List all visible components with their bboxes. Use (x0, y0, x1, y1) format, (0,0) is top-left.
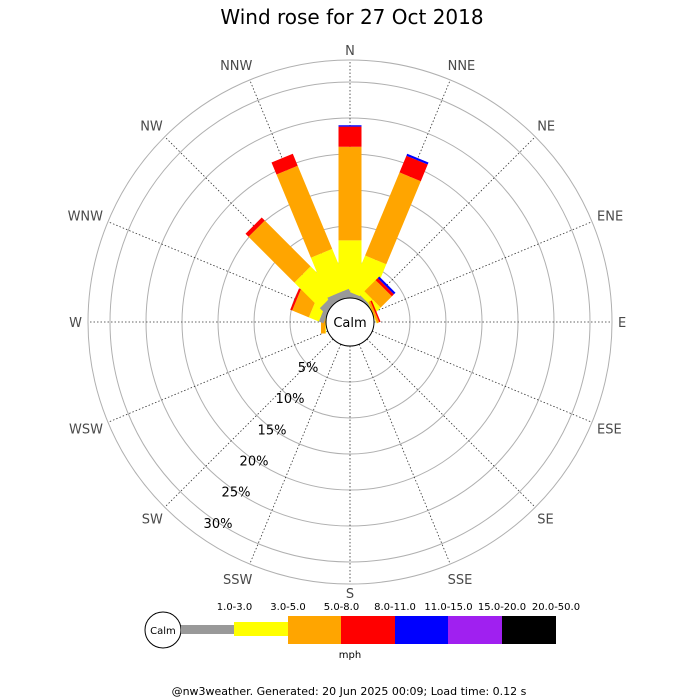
legend-swatch-20.0-50.0 (502, 616, 556, 644)
wind-bars (245, 125, 429, 334)
direction-label-se: SE (537, 513, 553, 528)
spoke-sse (358, 344, 451, 565)
direction-label-wsw: WSW (69, 422, 103, 437)
spoke-se (366, 338, 536, 508)
bar-ne-8.0-11.0 (375, 278, 394, 297)
legend-swatch-15.0-20.0 (448, 616, 502, 644)
spoke-wnw (107, 221, 328, 314)
direction-labels: N NNE NE ENE E ESE SE SSE S SSW SW WSW W WNW NW NNW (68, 44, 627, 602)
bar-wnw-8.0-11.0 (290, 288, 301, 311)
bar-n-5.0-8.0 (338, 146, 362, 241)
ring-label-5: 5% (298, 361, 319, 376)
spoke-sw (164, 338, 334, 508)
spoke-ene (372, 221, 593, 314)
calm-circle-group: Calm (325, 297, 375, 347)
bar-ene-5.0-8.0 (368, 301, 380, 324)
bar-nne-8.0-11.0 (399, 155, 428, 182)
legend-swatch-1.0-3.0 (181, 625, 234, 634)
bar-n-8.0-11.0 (338, 126, 362, 147)
bar-ene-8.0-11.0 (370, 300, 381, 323)
bar-nne-3.0-5.0 (349, 255, 387, 301)
bar-n-11.0-15.0 (338, 125, 362, 127)
direction-label-sw: SW (142, 513, 163, 528)
legend-label-20.0-50.0: 20.0-50.0 (532, 602, 580, 613)
grid-ring-30 (109, 81, 591, 563)
direction-label-n: N (345, 44, 355, 59)
direction-label-w: W (69, 316, 82, 331)
legend-calm-label: Calm (150, 626, 176, 637)
bar-nne-11.0-15.0 (406, 153, 429, 165)
bar-ne-11.0-15.0 (377, 276, 396, 295)
footer-text: @nw3weather. Generated: 20 Jun 2025 00:0… (172, 685, 527, 698)
direction-label-nne: NNE (448, 59, 476, 74)
bar-nne-5.0-8.0 (365, 172, 421, 265)
legend-unit-label: mph (339, 650, 361, 661)
bar-nnw-1.0-3.0 (327, 288, 352, 305)
legend-label-11.0-15.0: 11.0-15.0 (424, 602, 472, 613)
legend-swatch-8.0-11.0 (341, 616, 395, 644)
direction-label-wnw: WNW (68, 210, 104, 225)
legend-label-5.0-8.0: 5.0-8.0 (324, 602, 359, 613)
direction-label-s: S (346, 587, 354, 602)
spoke-ssw (249, 344, 342, 565)
calm-circle (325, 297, 375, 347)
direction-label-ssw: SSW (223, 573, 253, 588)
legend-swatch-3.0-5.0 (234, 622, 288, 636)
direction-label-sse: SSE (448, 573, 473, 588)
legend-swatch-5.0-8.0 (288, 616, 341, 644)
ring-label-20: 20% (240, 455, 269, 470)
bar-nnw-3.0-5.0 (310, 248, 349, 298)
speed-legend: Calm 1.0-3.0 3.0-5.0 5.0-8.0 8.0-11.0 11.0-15… (144, 602, 580, 661)
direction-label-e: E (618, 316, 626, 331)
legend-label-8.0-11.0: 8.0-11.0 (374, 602, 416, 613)
spoke-ese (372, 330, 593, 423)
legend-label-15.0-20.0: 15.0-20.0 (478, 602, 526, 613)
ring-label-30: 30% (204, 517, 233, 532)
chart-title: Wind rose for 27 Oct 2018 (220, 5, 483, 29)
spoke-ne (366, 136, 536, 306)
spoke-wsw (107, 330, 328, 423)
bar-nnw-8.0-11.0 (271, 153, 298, 175)
legend-swatch-11.0-15.0 (395, 616, 448, 644)
direction-label-ene: ENE (597, 210, 623, 225)
direction-label-nnw: NNW (220, 59, 252, 74)
legend-label-3.0-5.0: 3.0-5.0 (270, 602, 305, 613)
direction-label-ne: NE (537, 119, 555, 134)
calm-label: Calm (333, 316, 366, 331)
direction-label-ese: ESE (597, 422, 622, 437)
bar-ne-5.0-8.0 (364, 280, 392, 308)
bar-nw-5.0-8.0 (248, 220, 311, 283)
ring-labels: 5% 10% 15% 20% 25% 30% (204, 361, 319, 532)
bar-nnw-5.0-8.0 (276, 165, 333, 258)
bar-nw-3.0-5.0 (294, 266, 337, 309)
direction-label-nw: NW (140, 119, 163, 134)
ring-label-10: 10% (276, 392, 305, 407)
ring-label-25: 25% (222, 486, 251, 501)
legend-label-1.0-3.0: 1.0-3.0 (217, 602, 252, 613)
outer-frame-circle (87, 59, 613, 585)
bar-nw-8.0-11.0 (245, 217, 265, 237)
ring-label-15: 15% (258, 423, 287, 438)
